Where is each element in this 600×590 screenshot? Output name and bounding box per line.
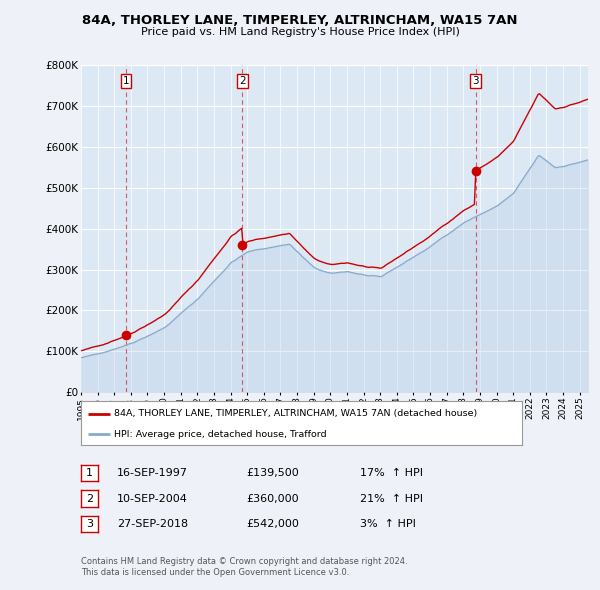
Text: 1: 1 [86, 468, 93, 478]
Text: 3: 3 [472, 76, 479, 86]
Text: 17%  ↑ HPI: 17% ↑ HPI [360, 468, 423, 478]
Text: 10-SEP-2004: 10-SEP-2004 [117, 494, 188, 503]
Text: Contains HM Land Registry data © Crown copyright and database right 2024.: Contains HM Land Registry data © Crown c… [81, 557, 407, 566]
Text: 84A, THORLEY LANE, TIMPERLEY, ALTRINCHAM, WA15 7AN (detached house): 84A, THORLEY LANE, TIMPERLEY, ALTRINCHAM… [114, 409, 478, 418]
Text: £139,500: £139,500 [246, 468, 299, 478]
Text: 1: 1 [123, 76, 130, 86]
Text: 2: 2 [239, 76, 246, 86]
Text: £360,000: £360,000 [246, 494, 299, 503]
Text: 21%  ↑ HPI: 21% ↑ HPI [360, 494, 423, 503]
Text: 3%  ↑ HPI: 3% ↑ HPI [360, 519, 416, 529]
Text: 84A, THORLEY LANE, TIMPERLEY, ALTRINCHAM, WA15 7AN: 84A, THORLEY LANE, TIMPERLEY, ALTRINCHAM… [82, 14, 518, 27]
Text: £542,000: £542,000 [246, 519, 299, 529]
Text: 27-SEP-2018: 27-SEP-2018 [117, 519, 188, 529]
Text: HPI: Average price, detached house, Trafford: HPI: Average price, detached house, Traf… [114, 430, 326, 439]
Text: 2: 2 [86, 494, 93, 503]
Text: Price paid vs. HM Land Registry's House Price Index (HPI): Price paid vs. HM Land Registry's House … [140, 28, 460, 37]
Text: This data is licensed under the Open Government Licence v3.0.: This data is licensed under the Open Gov… [81, 568, 349, 577]
Text: 16-SEP-1997: 16-SEP-1997 [117, 468, 188, 478]
Text: 3: 3 [86, 519, 93, 529]
